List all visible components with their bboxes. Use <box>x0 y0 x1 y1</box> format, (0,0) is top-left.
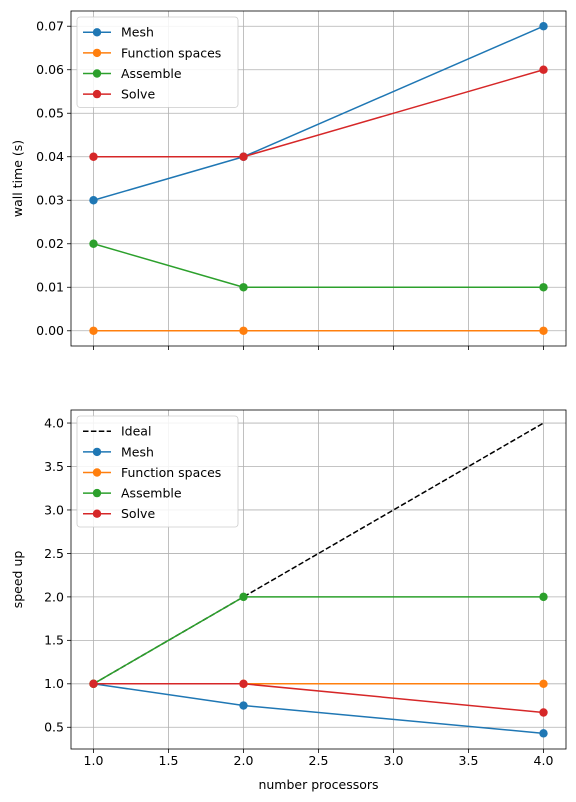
legend-marker <box>92 509 102 518</box>
legend-label: Function spaces <box>121 465 221 480</box>
legend-frame <box>76 415 239 528</box>
legend-label: Ideal <box>121 424 151 439</box>
legend-marker <box>92 89 102 99</box>
legend: Mesh Function spaces Assemble Solve <box>76 16 239 108</box>
legend: Ideal Mesh Function spaces Assemble Solve <box>76 415 239 528</box>
data-point <box>239 283 248 292</box>
legend-label: Solve <box>121 506 155 521</box>
y-tick-label: 0.05 <box>36 106 64 121</box>
data-point <box>539 592 548 602</box>
x-axis-label: number processors <box>258 777 378 792</box>
y-tick-label: 2.0 <box>44 589 64 604</box>
y-tick-label: 3.0 <box>44 502 64 517</box>
data-point <box>239 701 248 710</box>
y-tick-label: 0.00 <box>36 323 64 338</box>
y-tick-label: 4.0 <box>44 415 64 430</box>
legend-marker <box>92 28 102 37</box>
legend-marker <box>92 447 102 457</box>
x-tick-label: 3.0 <box>384 753 404 768</box>
data-point <box>239 152 248 161</box>
y-tick-label: 2.5 <box>44 546 64 561</box>
data-point <box>539 65 548 74</box>
data-point <box>239 592 248 602</box>
data-point <box>89 152 98 161</box>
chart-panel-1: 1.0 1.5 2.0 2.5 3.0 3.5 4.0 0.5 1.0 1.5 2.0 2.5 3.0 3… <box>10 409 567 792</box>
x-tick-label: 3.5 <box>459 753 479 768</box>
data-point <box>539 679 548 689</box>
x-tick-label: 1.5 <box>159 753 179 768</box>
y-tick-label: 3.5 <box>44 459 64 474</box>
y-tick-label: 0.04 <box>36 149 64 164</box>
chart-panel-0: 0.00 0.01 0.02 0.03 0.04 0.05 0.06 0.07 wall tim… <box>10 10 567 350</box>
y-axis-label: speed up <box>10 551 25 609</box>
data-point <box>89 196 98 205</box>
legend-marker <box>92 468 102 477</box>
y-tick-label: 0.03 <box>36 193 64 208</box>
y-axis-label: wall time (s) <box>10 140 25 217</box>
data-point <box>239 679 248 689</box>
y-tick-label: 0.06 <box>36 62 64 77</box>
legend-label: Solve <box>121 87 155 102</box>
legend-marker <box>92 488 102 498</box>
data-point <box>539 22 548 31</box>
x-tick-label: 2.5 <box>309 753 329 768</box>
legend-label: Assemble <box>121 486 182 501</box>
y-tick-label: 0.07 <box>36 19 64 34</box>
y-tick-label: 1.0 <box>44 676 64 691</box>
data-point <box>239 326 248 335</box>
data-point <box>539 326 548 335</box>
legend-label: Mesh <box>121 444 154 459</box>
legend-label: Assemble <box>121 66 182 81</box>
data-point <box>89 239 98 248</box>
legend-label: Function spaces <box>121 45 221 60</box>
y-tick-label: 1.5 <box>44 633 64 648</box>
legend-marker <box>92 48 102 58</box>
data-point <box>539 283 548 292</box>
x-tick-label: 1.0 <box>84 753 104 768</box>
y-tick-label: 0.5 <box>44 720 64 735</box>
data-point <box>89 679 98 689</box>
x-tick-label: 4.0 <box>534 753 554 768</box>
legend-frame <box>76 16 239 108</box>
data-point <box>539 729 548 738</box>
data-point <box>89 326 98 335</box>
legend-label: Mesh <box>121 25 154 40</box>
data-point <box>539 708 548 717</box>
y-tick-label: 0.02 <box>36 236 64 251</box>
x-tick-label: 2.0 <box>234 753 254 768</box>
legend-marker <box>92 69 102 78</box>
y-tick-label: 0.01 <box>36 280 64 295</box>
